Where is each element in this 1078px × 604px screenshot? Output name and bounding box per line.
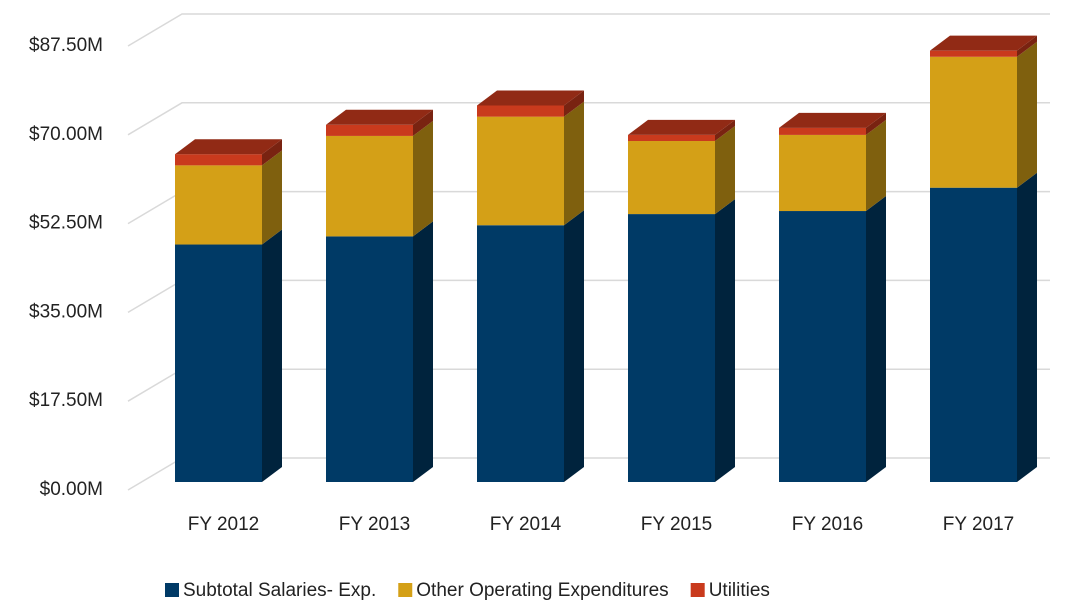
bar-segment xyxy=(175,244,262,482)
x-tick-label: FY 2015 xyxy=(641,514,712,535)
y-tick-label: $52.50M xyxy=(29,213,103,234)
bar-side xyxy=(564,101,584,226)
y-tick-label: $70.00M xyxy=(29,124,103,145)
x-tick-label: FY 2016 xyxy=(792,514,863,535)
bar-side xyxy=(262,229,282,482)
bar-segment xyxy=(175,154,262,166)
bar-segment xyxy=(477,225,564,482)
bar-side xyxy=(715,199,735,483)
y-tick-label: $87.50M xyxy=(29,35,103,56)
bar-side xyxy=(564,210,584,482)
x-tick-label: FY 2017 xyxy=(943,514,1014,535)
bar-segment xyxy=(477,105,564,117)
bar-top xyxy=(326,109,433,125)
bar-side xyxy=(715,119,735,142)
bar-side xyxy=(866,112,886,135)
bar-segment xyxy=(326,236,413,482)
bar-side xyxy=(262,139,282,166)
bar-top xyxy=(930,35,1037,51)
bar-side xyxy=(866,119,886,212)
bar-segment xyxy=(628,134,715,142)
bar-side xyxy=(413,120,433,237)
bar-segment xyxy=(930,187,1017,483)
legend-swatch xyxy=(165,583,179,597)
bar-side xyxy=(413,221,433,482)
grid-line xyxy=(127,102,1050,136)
x-tick-label: FY 2014 xyxy=(490,514,562,535)
bar-side xyxy=(1017,172,1037,483)
bar-segment xyxy=(779,134,866,212)
bar-top xyxy=(175,139,282,155)
legend-label: Utilities xyxy=(709,580,770,601)
bar-top xyxy=(477,90,584,106)
grid-line xyxy=(127,13,1050,47)
bar-segment xyxy=(930,50,1017,57)
bar-segment xyxy=(930,56,1017,188)
bar-segment xyxy=(326,135,413,237)
legend-swatch xyxy=(690,583,705,597)
bar-segment xyxy=(326,124,413,136)
bar-segment xyxy=(175,165,262,245)
bar-segment xyxy=(779,211,866,482)
bar-side xyxy=(413,109,433,136)
bar-side xyxy=(262,150,282,245)
bar-segment xyxy=(628,141,715,215)
legend-label: Subtotal Salaries- Exp. xyxy=(183,580,376,601)
bar-side xyxy=(1017,41,1037,188)
x-tick-label: FY 2013 xyxy=(339,514,410,535)
bar-side xyxy=(866,196,886,482)
bar-segment xyxy=(779,127,866,135)
bar-top xyxy=(779,112,886,128)
x-tick-label: FY 2012 xyxy=(188,514,259,535)
bar-segment xyxy=(628,214,715,483)
legend-swatch xyxy=(398,583,413,597)
bar-segment xyxy=(477,116,564,226)
bar-side xyxy=(1017,35,1037,57)
bar-top xyxy=(628,119,735,135)
legend-label: Other Operating Expenditures xyxy=(416,580,668,601)
bar-side xyxy=(715,126,735,215)
bar-side xyxy=(564,90,584,117)
y-tick-label: $17.50M xyxy=(29,390,103,411)
y-tick-label: $0.00M xyxy=(40,479,103,500)
y-tick-label: $35.00M xyxy=(29,301,103,322)
